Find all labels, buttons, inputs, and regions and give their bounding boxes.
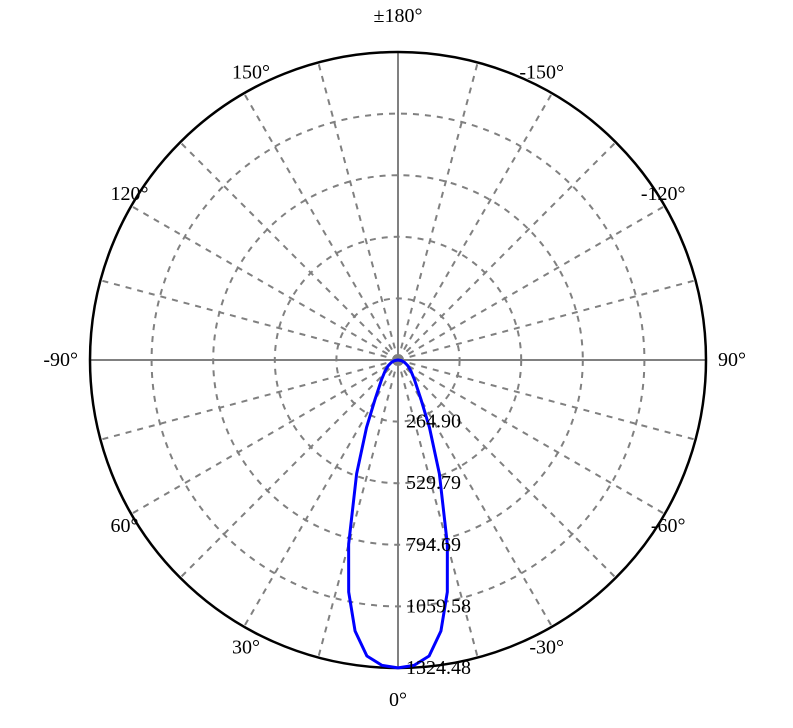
angle-label: 150° (232, 61, 270, 83)
angle-label: 30° (232, 637, 260, 659)
radial-label: 794.69 (406, 534, 461, 556)
angle-label: -120° (641, 183, 686, 205)
polar-chart: 0° 30° 60° 90° 120° 150° ±180° -150° -120° -90° -6… (0, 0, 793, 728)
radial-label: 1059.58 (406, 595, 471, 617)
angle-label: ±180° (374, 5, 423, 27)
angle-label: 0° (389, 689, 407, 711)
angle-label: -30° (529, 637, 564, 659)
angle-label: -60° (651, 515, 686, 537)
radial-label: 529.79 (406, 472, 461, 494)
radial-label: 264.90 (406, 411, 461, 433)
angle-label: -150° (519, 61, 564, 83)
angle-label: 120° (110, 183, 148, 205)
radial-label: 1324.48 (406, 657, 471, 679)
angle-label: 90° (718, 349, 746, 371)
angle-label: -90° (43, 349, 78, 371)
angle-label: 60° (110, 515, 138, 537)
